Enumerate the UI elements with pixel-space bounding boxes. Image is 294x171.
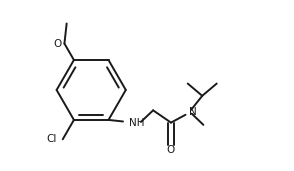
Text: Cl: Cl [47, 134, 57, 144]
Text: N: N [189, 107, 197, 117]
Text: O: O [54, 39, 62, 49]
Text: NH: NH [128, 118, 144, 128]
Text: O: O [167, 146, 175, 155]
